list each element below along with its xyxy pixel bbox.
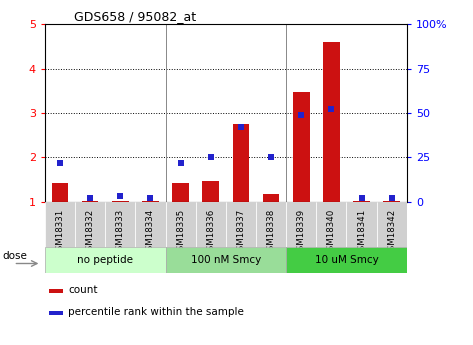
Text: dose: dose	[2, 251, 27, 261]
Text: 100 nM Smcy: 100 nM Smcy	[191, 255, 261, 265]
Bar	[353, 201, 370, 202]
Bar	[323, 42, 340, 202]
Bar	[166, 202, 196, 247]
Bar	[49, 289, 63, 293]
Text: GDS658 / 95082_at: GDS658 / 95082_at	[74, 10, 196, 23]
Text: GSM18334: GSM18334	[146, 208, 155, 256]
Text: count: count	[69, 285, 98, 295]
Point	[116, 194, 124, 199]
Point	[388, 196, 395, 201]
Point	[177, 160, 184, 166]
Bar	[316, 202, 346, 247]
Bar	[286, 247, 407, 273]
Bar	[256, 202, 286, 247]
Text: GSM18336: GSM18336	[206, 208, 215, 256]
Bar	[233, 124, 249, 202]
Point	[147, 196, 154, 201]
Point	[267, 155, 275, 160]
Text: no peptide: no peptide	[77, 255, 133, 265]
Point	[207, 155, 215, 160]
Text: GSM18340: GSM18340	[327, 208, 336, 256]
Bar	[52, 183, 68, 202]
Text: GSM18341: GSM18341	[357, 208, 366, 256]
Point	[358, 196, 365, 201]
Bar	[105, 202, 135, 247]
Point	[56, 160, 64, 166]
Point	[87, 196, 94, 201]
Text: percentile rank within the sample: percentile rank within the sample	[69, 307, 245, 317]
Bar	[263, 194, 280, 202]
Bar	[82, 201, 98, 202]
Bar	[45, 202, 75, 247]
Bar	[45, 247, 166, 273]
Bar	[166, 247, 286, 273]
Text: GSM18335: GSM18335	[176, 208, 185, 256]
Text: GSM18338: GSM18338	[267, 208, 276, 256]
Text: 10 uM Smcy: 10 uM Smcy	[315, 255, 378, 265]
Text: GSM18339: GSM18339	[297, 208, 306, 256]
Text: GSM18333: GSM18333	[116, 208, 125, 256]
Bar	[384, 201, 400, 202]
Text: GSM18331: GSM18331	[55, 208, 64, 256]
Bar	[293, 92, 309, 202]
Bar	[142, 201, 159, 202]
Bar	[172, 183, 189, 202]
Text: GSM18332: GSM18332	[86, 208, 95, 256]
Point	[237, 125, 245, 130]
Bar	[75, 202, 105, 247]
Bar	[196, 202, 226, 247]
Text: GSM18342: GSM18342	[387, 208, 396, 256]
Bar	[286, 202, 316, 247]
Bar	[135, 202, 166, 247]
Bar	[49, 311, 63, 315]
Bar	[226, 202, 256, 247]
Bar	[346, 202, 377, 247]
Point	[298, 112, 305, 118]
Bar	[377, 202, 407, 247]
Bar	[202, 180, 219, 202]
Text: GSM18337: GSM18337	[236, 208, 245, 256]
Point	[328, 107, 335, 112]
Bar	[112, 201, 129, 202]
